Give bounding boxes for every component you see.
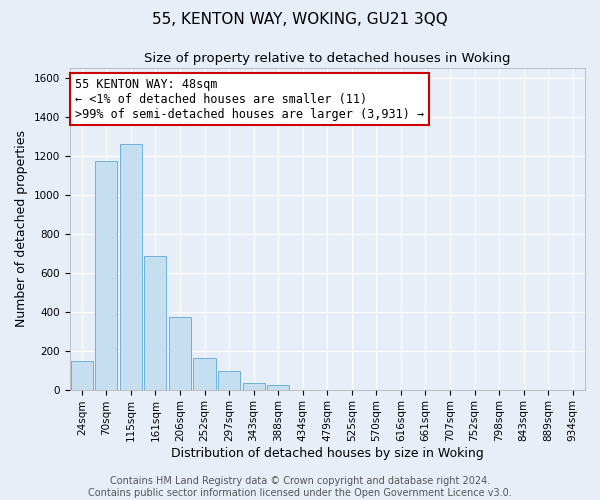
Text: 55, KENTON WAY, WOKING, GU21 3QQ: 55, KENTON WAY, WOKING, GU21 3QQ	[152, 12, 448, 28]
Bar	[267, 386, 289, 390]
Title: Size of property relative to detached houses in Woking: Size of property relative to detached ho…	[144, 52, 511, 66]
Bar	[145, 256, 166, 390]
X-axis label: Distribution of detached houses by size in Woking: Distribution of detached houses by size …	[171, 447, 484, 460]
Bar	[95, 160, 118, 390]
Bar	[120, 144, 142, 390]
Bar	[169, 316, 191, 390]
Y-axis label: Number of detached properties: Number of detached properties	[15, 130, 28, 328]
Text: Contains HM Land Registry data © Crown copyright and database right 2024.
Contai: Contains HM Land Registry data © Crown c…	[88, 476, 512, 498]
Bar	[71, 361, 93, 390]
Text: 55 KENTON WAY: 48sqm
← <1% of detached houses are smaller (11)
>99% of semi-deta: 55 KENTON WAY: 48sqm ← <1% of detached h…	[74, 78, 424, 120]
Bar	[242, 383, 265, 390]
Bar	[218, 372, 240, 390]
Bar	[193, 358, 215, 390]
